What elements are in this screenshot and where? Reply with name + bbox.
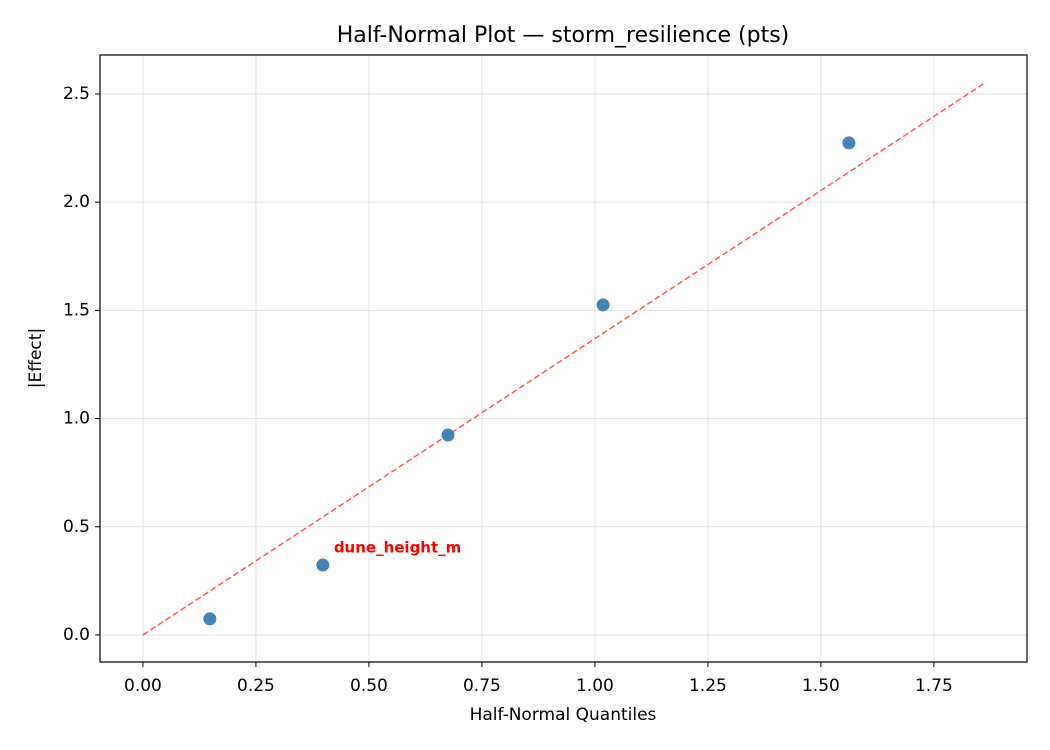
y-tick-label: 2.5 — [63, 84, 90, 104]
x-tick-label: 1.75 — [915, 676, 953, 696]
point — [441, 428, 455, 442]
y-tick-label: 0.5 — [63, 517, 90, 537]
x-tick-label: 0.25 — [237, 676, 275, 696]
point — [842, 136, 856, 150]
x-tick-label: 0.00 — [124, 676, 162, 696]
y-tick-label: 0.0 — [63, 625, 90, 645]
x-tick-label: 1.25 — [689, 676, 727, 696]
y-axis-label: |Effect| — [26, 328, 46, 388]
x-tick-label: 1.00 — [576, 676, 614, 696]
point — [203, 612, 217, 626]
annotation: dune_height_m — [334, 539, 461, 557]
chart-title: Half-Normal Plot — storm_resilience (pts… — [337, 23, 790, 48]
x-tick-label: 0.50 — [350, 676, 388, 696]
point — [316, 558, 330, 572]
point — [596, 298, 610, 312]
y-tick-label: 1.5 — [63, 300, 90, 320]
y-tick-label: 2.0 — [63, 192, 90, 212]
plot: dune_height_m — [142, 82, 986, 636]
grid — [100, 55, 1027, 662]
axes-frame — [99, 54, 1028, 663]
x-tick-label: 1.50 — [802, 676, 840, 696]
y-tick-label: 1.0 — [63, 409, 90, 429]
x-tick-label: 0.75 — [463, 676, 501, 696]
x-axis-label: Half-Normal Quantiles — [470, 705, 657, 725]
reference-line — [142, 82, 986, 636]
